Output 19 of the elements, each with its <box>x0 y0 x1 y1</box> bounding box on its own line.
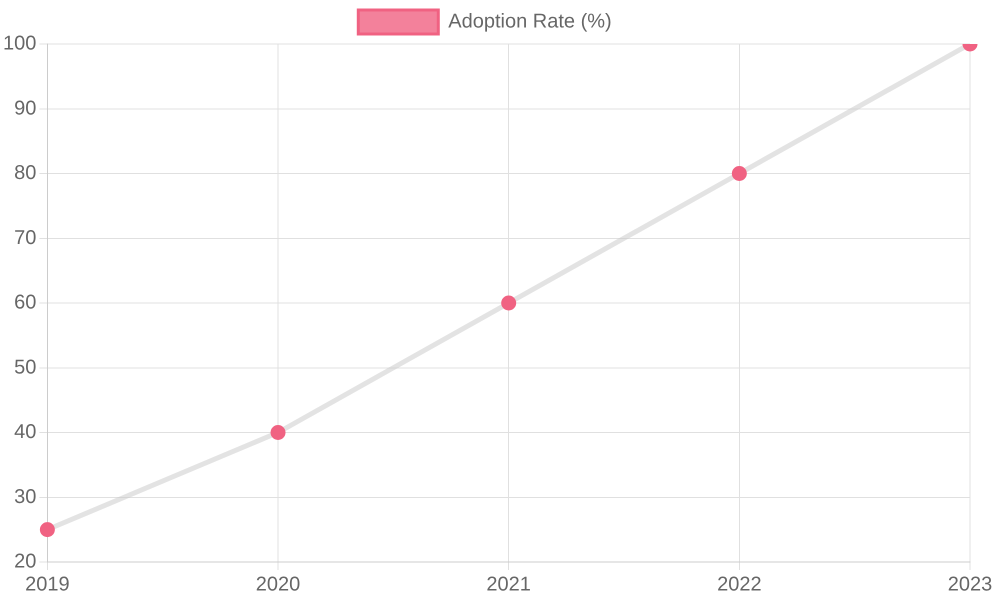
x-tick-label: 2021 <box>486 574 531 596</box>
point <box>40 522 55 538</box>
y-tick-label: 80 <box>14 162 36 184</box>
x-tick-label: 2019 <box>25 574 70 596</box>
x-tick-label: 2022 <box>717 574 762 596</box>
point <box>270 425 286 440</box>
point <box>732 166 747 181</box>
y-tick-label: 70 <box>14 226 36 249</box>
y-tick-label: 30 <box>14 486 36 508</box>
legend-label: Adoption Rate (%) <box>448 10 612 33</box>
y-tick-label: 40 <box>14 421 36 444</box>
y-tick-label: 90 <box>14 97 36 120</box>
point <box>501 296 516 310</box>
y-tick-label: 100 <box>2 32 36 55</box>
y-tick-label: 60 <box>14 292 36 314</box>
y-tick-label: 50 <box>14 356 36 378</box>
x-tick-label: 2020 <box>256 574 300 596</box>
x-tick-label: 2023 <box>948 574 992 596</box>
y-tick-label: 20 <box>14 550 36 573</box>
